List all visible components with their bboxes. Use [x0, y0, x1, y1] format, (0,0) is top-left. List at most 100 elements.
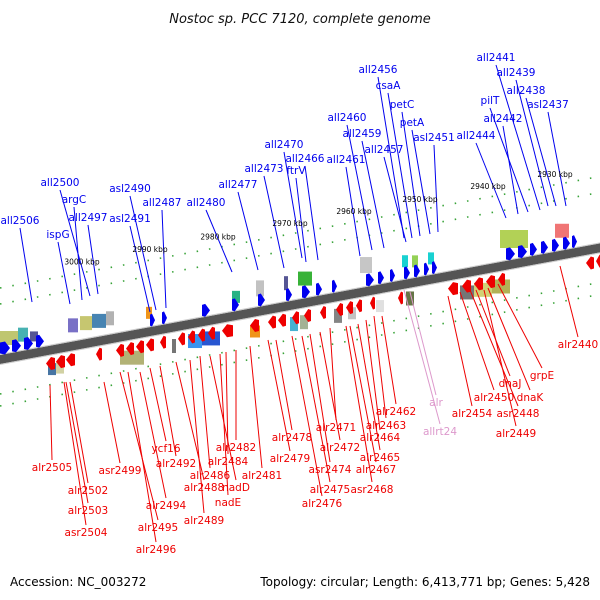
tick-label: 2960 kbp [336, 207, 372, 216]
genome-summary-text: Topology: circular; Length: 6,413,771 bp… [259, 575, 590, 589]
forward-gene-arrow-26 [572, 235, 577, 249]
feature-block-3 [68, 318, 78, 333]
tick-label: 2940 kbp [470, 182, 506, 191]
reverse-gene-label: alr2478 [272, 432, 312, 444]
reverse-gene-label: alr2449 [496, 428, 536, 440]
reverse-gene-label: grpE [530, 370, 554, 382]
forward-gene-label: all2442 [484, 113, 523, 125]
reverse-gene-arrow-9 [178, 332, 185, 346]
forward-gene-label: all2480 [187, 197, 226, 209]
feature-block-29 [376, 300, 384, 313]
forward-leader-line [57, 241, 71, 305]
reverse-gene-label: alr2486 [190, 470, 231, 482]
forward-gene-label: all2456 [359, 64, 398, 76]
feature-block-23 [202, 331, 220, 346]
reverse-gene-label: dnaJ [499, 378, 522, 390]
forward-gene-arrow-5 [162, 311, 167, 325]
forward-gene-label: ispG [46, 229, 69, 241]
forward-leader-line [205, 209, 233, 273]
forward-gene-arrow-21 [518, 245, 527, 259]
reverse-leader-line [249, 345, 263, 469]
forward-gene-arrow-23 [541, 240, 548, 254]
reverse-gene-label: nadE [215, 497, 241, 509]
forward-leader-line [283, 151, 303, 259]
forward-gene-label: all2466 [286, 153, 325, 165]
reverse-gene-arrow-26 [462, 279, 471, 293]
accession-text: Accession: NC_003272 [10, 575, 146, 589]
feature-block-6 [106, 311, 114, 326]
reverse-leader-line [309, 333, 331, 463]
forward-gene-arrow-11 [316, 282, 322, 296]
forward-gene-arrow-19 [432, 261, 437, 275]
reverse-leader-line [357, 323, 381, 451]
reverse-gene-arrow-22 [356, 299, 362, 313]
forward-leader-line [361, 140, 385, 249]
reverse-gene-label: alr2476 [302, 498, 343, 510]
feature-block-17 [555, 223, 569, 238]
backbone-edge-top [0, 242, 600, 355]
reverse-gene-label: alr2481 [242, 470, 282, 482]
forward-gene-arrow-6 [202, 303, 210, 317]
forward-leader-line [433, 144, 439, 233]
feature-block-26 [300, 315, 308, 330]
forward-gene-label: all2438 [507, 85, 546, 97]
reverse-gene-label: alr2492 [156, 458, 196, 470]
reverse-gene-arrow-29 [498, 272, 505, 286]
reverse-gene-arrow-3 [96, 347, 102, 361]
feature-block-30 [406, 291, 414, 306]
reverse-gene-arrow-14 [250, 319, 259, 332]
tick-labels: 3000 kbp 2990 kbp 2980 kbp 2970 kbp 2960 kbp… [64, 170, 573, 267]
reverse-leader-line [345, 325, 373, 483]
forward-gene-arrow-4 [150, 313, 155, 327]
forward-gene-label: all2487 [143, 197, 182, 209]
reverse-leader-line [487, 287, 531, 391]
forward-gene-label: all2441 [477, 52, 516, 64]
reverse-gene-arrow-4 [116, 343, 124, 357]
reverse-gene-label: alr2505 [32, 462, 72, 474]
reverse-leader-line [159, 365, 177, 457]
tick-label: 2970 kbp [272, 219, 308, 228]
reverse-gene-label: alr2502 [68, 485, 108, 497]
forward-gene-label: all2457 [365, 144, 404, 156]
reverse-gene-arrow-5 [126, 342, 134, 356]
forward-leader-line [19, 227, 33, 303]
reverse-leader-line [209, 355, 237, 481]
reverse-leader-line [475, 289, 511, 377]
reverse-gene-label: ycf16 [151, 443, 180, 455]
reverse-gene-arrow-15 [268, 315, 276, 329]
reverse-leader-line [469, 289, 519, 407]
reverse-gene-label: alr2462 [376, 406, 416, 418]
reverse-leader-line [319, 331, 341, 441]
reverse-gene-label: alr2482 [216, 442, 256, 454]
forward-gene-arrow-1 [12, 339, 21, 353]
forward-gene-label: asl2437 [527, 99, 569, 111]
forward-leader-line [295, 177, 307, 263]
forward-gene-label: asl2490 [109, 183, 151, 195]
tick-label: 2990 kbp [132, 245, 168, 254]
reverse-leader-line [267, 339, 291, 452]
feature-block-16 [500, 230, 528, 248]
reverse-gene-label: alr2484 [208, 456, 249, 468]
reverse-gene-label: alr2489 [184, 515, 224, 527]
reverse-gene-arrow-27 [474, 277, 483, 291]
feature-block-7 [146, 306, 152, 319]
reverse-gene-label: alr2471 [316, 422, 356, 434]
reverse-gene-label: asr2468 [351, 484, 394, 496]
forward-leader-line [475, 142, 507, 219]
reverse-gene-label: alr2467 [356, 464, 396, 476]
feature-block-20 [120, 350, 144, 365]
reverse-leader-line [127, 371, 157, 543]
genome-backbone [0, 242, 600, 365]
forward-leader-line [129, 195, 157, 311]
forward-gene-arrow-22 [530, 242, 537, 256]
reverse-gene-arrow-20 [336, 303, 343, 317]
forward-gene-arrow-20 [506, 247, 515, 261]
reverse-leader-line [365, 319, 381, 431]
forward-leader-line [515, 79, 549, 207]
feature-block-15 [428, 252, 434, 265]
reverse-gene-label: alr2475 [310, 484, 350, 496]
reverse-leader-line [291, 335, 323, 497]
reverse-gene-label: alr2503 [68, 505, 108, 517]
reverse-gene-label: dnaK [517, 392, 545, 404]
